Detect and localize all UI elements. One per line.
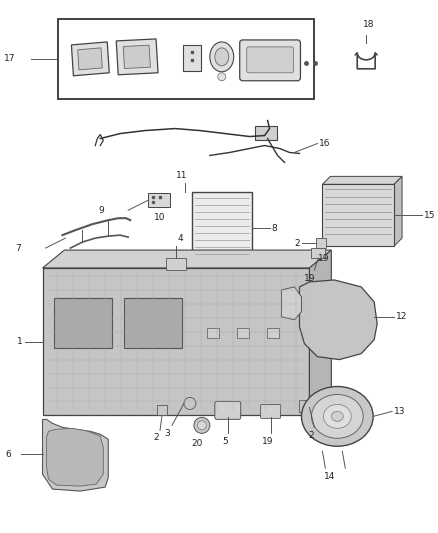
Text: 9: 9 [98, 206, 104, 215]
Bar [316, 238, 326, 248]
Bar [322, 184, 394, 246]
Polygon shape [322, 176, 402, 184]
Polygon shape [42, 250, 331, 268]
Bar [183, 45, 201, 71]
Text: 10: 10 [154, 213, 166, 222]
Text: 2: 2 [153, 433, 159, 442]
Ellipse shape [323, 405, 351, 429]
Bar [54, 298, 112, 348]
Text: 8: 8 [272, 224, 277, 233]
Text: 11: 11 [176, 171, 188, 180]
Text: 2: 2 [295, 239, 300, 248]
Bar [148, 193, 170, 207]
Polygon shape [309, 250, 331, 415]
Ellipse shape [331, 411, 343, 422]
Polygon shape [394, 176, 402, 246]
Ellipse shape [218, 73, 226, 81]
Bar [207, 328, 219, 338]
Bar [192, 192, 252, 264]
Bar [267, 328, 279, 338]
Ellipse shape [215, 48, 229, 66]
Ellipse shape [311, 394, 363, 438]
Text: 19: 19 [304, 274, 315, 283]
Text: 2: 2 [309, 431, 314, 440]
Bar [237, 328, 249, 338]
Ellipse shape [194, 417, 210, 433]
Polygon shape [123, 45, 150, 69]
Text: 19: 19 [318, 254, 330, 263]
Ellipse shape [184, 398, 196, 409]
Bar [124, 298, 182, 348]
Polygon shape [42, 419, 108, 491]
Text: 15: 15 [424, 211, 435, 220]
Ellipse shape [198, 421, 206, 430]
Text: 3: 3 [164, 430, 170, 438]
Bar [58, 19, 314, 99]
Ellipse shape [301, 386, 373, 446]
Bar [42, 268, 309, 415]
Bar [300, 400, 311, 413]
Polygon shape [78, 48, 102, 70]
Ellipse shape [210, 42, 234, 72]
Bar [254, 126, 276, 140]
Text: 20: 20 [191, 439, 203, 448]
FancyBboxPatch shape [240, 40, 300, 81]
Polygon shape [282, 287, 301, 320]
Text: 14: 14 [324, 472, 335, 481]
Bar [157, 406, 167, 415]
Text: 4: 4 [178, 234, 184, 243]
Text: 1: 1 [17, 337, 23, 346]
Text: 6: 6 [6, 450, 11, 459]
Text: 18: 18 [364, 20, 375, 29]
Polygon shape [46, 429, 103, 486]
FancyBboxPatch shape [261, 405, 281, 418]
Text: 13: 13 [394, 407, 406, 416]
Text: 7: 7 [16, 244, 21, 253]
Text: 19: 19 [262, 437, 273, 446]
Text: 17: 17 [4, 54, 15, 63]
Polygon shape [71, 42, 109, 76]
Polygon shape [300, 280, 377, 360]
FancyBboxPatch shape [215, 401, 241, 419]
Text: 16: 16 [319, 139, 331, 148]
Text: 5: 5 [222, 437, 228, 446]
FancyBboxPatch shape [247, 47, 293, 73]
Bar [166, 258, 186, 270]
Polygon shape [116, 39, 158, 75]
Bar [311, 248, 325, 258]
Text: 12: 12 [396, 312, 407, 321]
